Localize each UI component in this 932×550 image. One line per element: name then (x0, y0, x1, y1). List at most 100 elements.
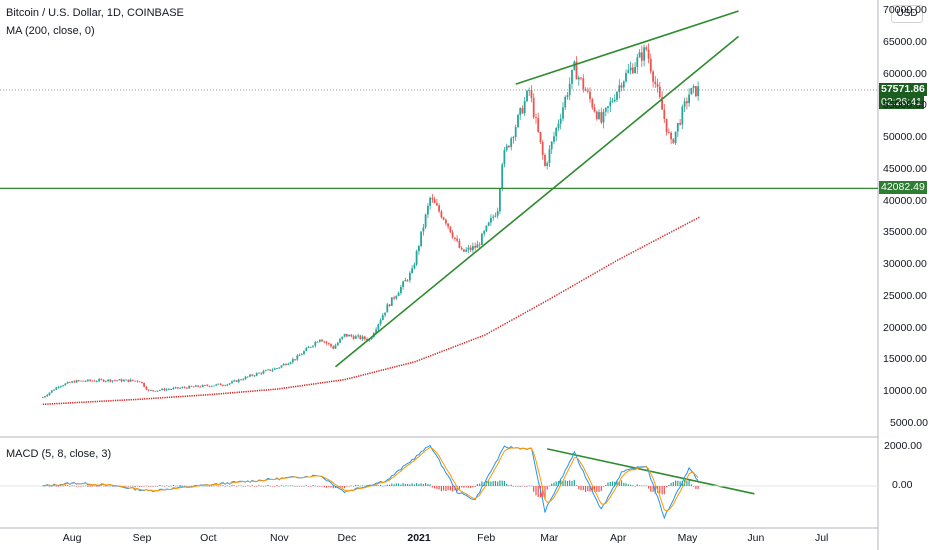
candle-body (100, 379, 103, 380)
ma-dot (243, 391, 245, 393)
macd-histogram-bar (661, 486, 663, 495)
candle-body (460, 247, 463, 250)
macd-histogram-bar (355, 484, 357, 486)
macd-histogram-bar (438, 486, 440, 490)
macd-histogram-bar (265, 485, 267, 487)
price-tick-label: 15000.00 (883, 353, 927, 366)
candle-body (156, 390, 159, 392)
price-tick-label: 40000.00 (883, 194, 927, 207)
candle-body (316, 341, 319, 343)
candle-body (165, 389, 168, 391)
ma-dot (195, 394, 198, 397)
ma-dot (644, 245, 646, 247)
ma-dot (78, 401, 81, 404)
macd-histogram-bar (690, 484, 692, 486)
candle-body (159, 390, 161, 391)
ma-dot (472, 338, 475, 341)
macd-histogram-bar (627, 484, 629, 486)
candle-body (233, 380, 236, 382)
candle-body (294, 359, 296, 360)
macd-histogram-bar (350, 485, 352, 487)
ma-dot (96, 400, 99, 403)
macd-histogram-bar (663, 486, 665, 495)
ma-dot (594, 272, 596, 274)
macd-histogram-bar (177, 485, 179, 487)
macd-histogram-bar (506, 484, 508, 486)
macd-histogram-bar (400, 484, 402, 486)
time-axis-label: Nov (269, 532, 289, 544)
macd-histogram-bar (233, 485, 235, 486)
candle-body (249, 374, 251, 377)
candle-body (145, 386, 148, 390)
macd-histogram-bar (467, 486, 469, 488)
macd-histogram-bar (479, 483, 481, 486)
ma-dot (180, 395, 182, 398)
candle-body (132, 379, 134, 381)
macd-histogram-bar (76, 486, 78, 487)
candle-body (298, 355, 301, 356)
ma-dot (650, 241, 653, 244)
ma-dot (164, 396, 166, 399)
candle-body (456, 238, 458, 241)
ma-dot (42, 403, 45, 406)
candle-body (616, 92, 618, 100)
candle-body (255, 373, 258, 376)
ma-dot (434, 353, 436, 355)
macd-histogram-bar (584, 486, 587, 492)
candle-body (550, 141, 553, 150)
ma-dot (306, 384, 308, 386)
macd-histogram-bar (359, 485, 361, 487)
macd-histogram-bar (470, 486, 472, 488)
macd-histogram-bar (132, 485, 134, 487)
candle-body (377, 324, 380, 330)
ma-dot (506, 321, 508, 324)
candle-body (143, 383, 145, 387)
ma-dot (628, 253, 630, 255)
candle-body (309, 346, 312, 348)
ma-dot (322, 381, 324, 384)
macd-histogram-bar (386, 484, 388, 486)
ma-dot (493, 329, 495, 331)
candle-body (264, 370, 267, 372)
macd-histogram-bar (134, 486, 136, 488)
macd-histogram-bar (652, 486, 654, 492)
ma-dot (520, 314, 522, 316)
macd-histogram-bar (458, 486, 460, 490)
macd-histogram-bar (524, 486, 526, 487)
candle-body (240, 379, 242, 381)
candle-body (620, 85, 623, 88)
ma-dot (504, 323, 506, 325)
ma-dot (137, 398, 139, 401)
ma-dot (299, 385, 301, 387)
macd-indicator-label[interactable]: MACD (5, 8, close, 3) (6, 448, 112, 460)
candle-body (544, 154, 546, 166)
macd-histogram-bar (515, 485, 517, 487)
ma-dot (234, 391, 236, 394)
ma-dot (268, 389, 270, 391)
currency-button[interactable]: USD (891, 5, 923, 23)
candle-body (95, 381, 98, 382)
candle-body (609, 101, 612, 107)
countdown-tag: 02:26:41 (879, 96, 924, 109)
macd-histogram-bar (553, 482, 555, 486)
macd-histogram-bar (560, 480, 562, 486)
candle-body (127, 379, 130, 382)
ma-dot (83, 401, 85, 403)
macd-histogram-bar (267, 484, 269, 486)
candle-body (667, 132, 670, 133)
ma-dot (342, 379, 344, 381)
candle-body (602, 111, 605, 123)
ma-dot (60, 402, 63, 405)
candle-body (161, 388, 163, 390)
candle-body (163, 388, 166, 391)
ma-dot (490, 330, 493, 333)
ma-dot (508, 320, 511, 323)
ma-dot (344, 378, 346, 381)
macd-histogram-bar (222, 485, 224, 486)
time-axis-label: 2021 (407, 532, 431, 544)
candle-body (296, 355, 299, 360)
candle-body (334, 345, 337, 349)
ma-indicator-label[interactable]: MA (200, close, 0) (6, 25, 95, 37)
candle-body (638, 52, 641, 58)
